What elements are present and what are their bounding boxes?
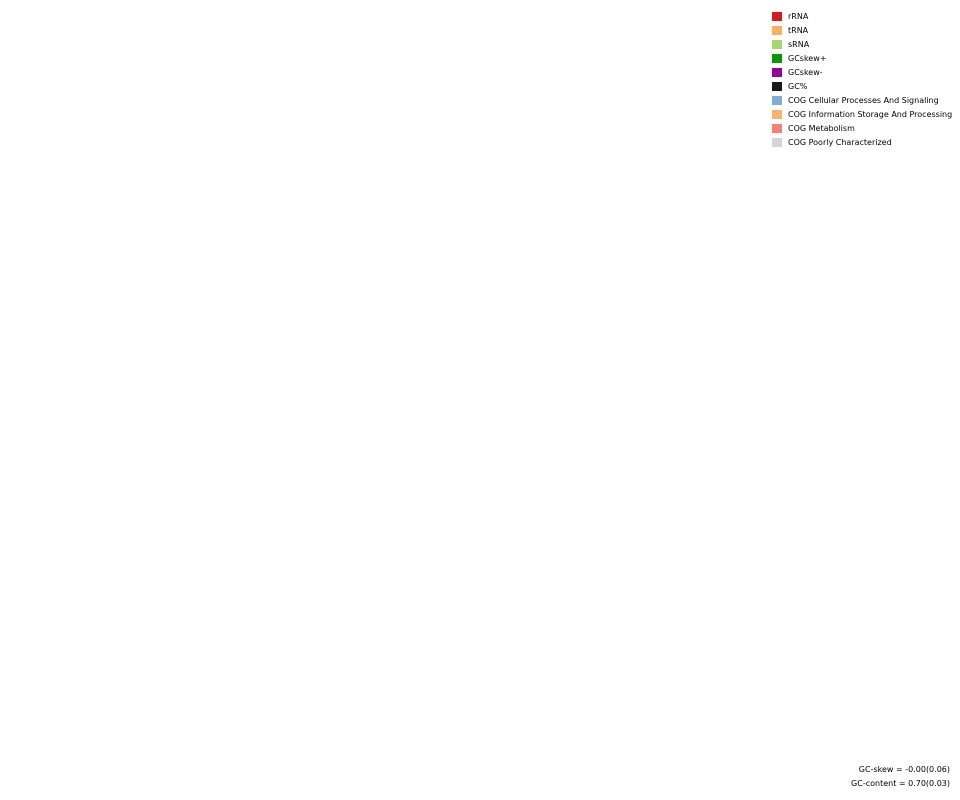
- legend-item-gcskew-minus: GCskew-: [772, 65, 952, 79]
- legend-label: COG Cellular Processes And Signaling: [788, 95, 939, 105]
- legend-swatch-gc-percent: [772, 81, 782, 91]
- legend-swatch-rrna: [772, 11, 782, 21]
- legend-item-gcskew-plus: GCskew+: [772, 51, 952, 65]
- legend: rRNA tRNA sRNA GCskew+ GCskew- GC% COG C…: [772, 9, 952, 149]
- legend-label: COG Metabolism: [788, 123, 855, 133]
- legend-item-srna: sRNA: [772, 37, 952, 51]
- legend-swatch-cog-cellular: [772, 95, 782, 105]
- legend-swatch-gcskew-plus: [772, 53, 782, 63]
- gc-content-stat: GC-content = 0.70(0.03): [851, 779, 950, 788]
- legend-swatch-cog-information: [772, 109, 782, 119]
- legend-label: COG Information Storage And Processing: [788, 109, 953, 119]
- legend-swatch-gcskew-minus: [772, 67, 782, 77]
- legend-label: tRNA: [788, 25, 809, 35]
- legend-label: COG Poorly Characterized: [788, 137, 892, 147]
- legend-label: sRNA: [788, 39, 810, 49]
- legend-item-trna: tRNA: [772, 23, 952, 37]
- legend-swatch-trna: [772, 25, 782, 35]
- gc-skew-stat: GC-skew = -0.00(0.06): [858, 765, 950, 774]
- legend-label: GC%: [788, 81, 808, 91]
- legend-label: GCskew-: [788, 67, 823, 77]
- legend-item-rrna: rRNA: [772, 9, 952, 23]
- legend-swatch-cog-poorly-characterized: [772, 137, 782, 147]
- legend-item-gc-percent: GC%: [772, 79, 952, 93]
- legend-label: GCskew+: [788, 53, 827, 63]
- legend-item-cog-metabolism: COG Metabolism: [772, 121, 952, 135]
- legend-item-cog-cellular: COG Cellular Processes And Signaling: [772, 93, 952, 107]
- legend-label: rRNA: [788, 11, 809, 21]
- gc-statistics: GC-skew = -0.00(0.06) GC-content = 0.70(…: [851, 763, 950, 791]
- legend-swatch-srna: [772, 39, 782, 49]
- legend-swatch-cog-metabolism: [772, 123, 782, 133]
- legend-item-cog-information: COG Information Storage And Processing: [772, 107, 952, 121]
- legend-item-cog-poorly-characterized: COG Poorly Characterized: [772, 135, 952, 149]
